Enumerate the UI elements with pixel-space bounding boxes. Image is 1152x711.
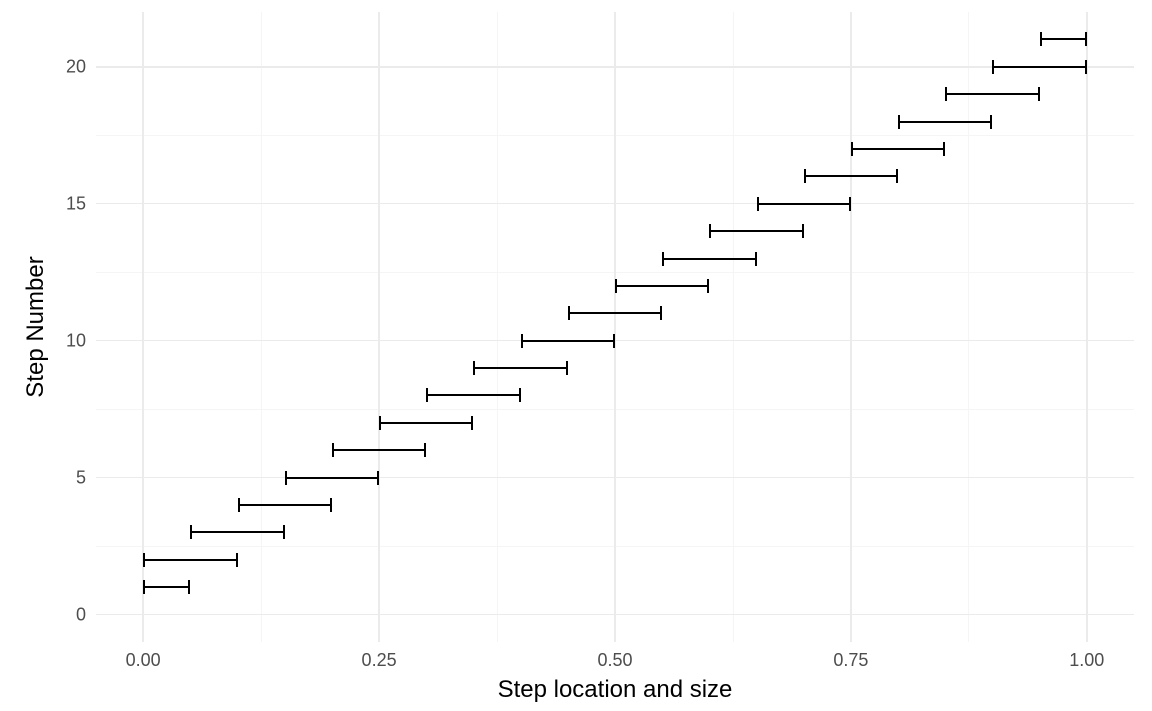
errorbar bbox=[945, 87, 1039, 101]
gridline-minor-vertical bbox=[261, 12, 262, 642]
gridline-major-vertical bbox=[1086, 12, 1088, 642]
errorbar bbox=[898, 115, 992, 129]
y-tick-label: 5 bbox=[76, 467, 86, 488]
gridline-minor-vertical bbox=[497, 12, 498, 642]
y-axis-title: Step Number bbox=[22, 256, 50, 397]
gridline-major-horizontal bbox=[96, 614, 1134, 616]
x-tick-label: 0.25 bbox=[362, 650, 397, 671]
gridline-major-vertical bbox=[850, 12, 852, 642]
errorbar bbox=[851, 142, 945, 156]
gridline-major-horizontal bbox=[96, 66, 1134, 68]
errorbar bbox=[709, 224, 803, 238]
x-tick-label: 0.75 bbox=[833, 650, 868, 671]
y-tick-label: 0 bbox=[76, 604, 86, 625]
chart-container: Step location and size Step Number 0.00 0… bbox=[0, 0, 1152, 711]
errorbar bbox=[473, 361, 567, 375]
errorbar bbox=[379, 416, 473, 430]
gridline-major-vertical bbox=[142, 12, 144, 642]
plot-panel bbox=[96, 12, 1134, 642]
errorbar bbox=[143, 553, 237, 567]
y-tick-label: 15 bbox=[66, 193, 86, 214]
errorbar bbox=[143, 580, 190, 594]
x-tick-label: 1.00 bbox=[1069, 650, 1104, 671]
y-tick-label: 20 bbox=[66, 56, 86, 77]
errorbar bbox=[238, 498, 332, 512]
gridline-major-horizontal bbox=[96, 203, 1134, 205]
gridline-minor-vertical bbox=[733, 12, 734, 642]
errorbar bbox=[615, 279, 709, 293]
errorbar bbox=[190, 525, 284, 539]
errorbar bbox=[662, 252, 756, 266]
errorbar bbox=[426, 388, 520, 402]
y-tick-label: 10 bbox=[66, 330, 86, 351]
errorbar bbox=[1040, 32, 1087, 46]
gridline-major-vertical bbox=[614, 12, 616, 642]
x-tick-label: 0.50 bbox=[597, 650, 632, 671]
gridline-minor-vertical bbox=[968, 12, 969, 642]
gridline-major-horizontal bbox=[96, 340, 1134, 342]
x-axis-title: Step location and size bbox=[498, 676, 733, 704]
gridline-major-horizontal bbox=[96, 477, 1134, 479]
gridline-major-vertical bbox=[378, 12, 380, 642]
x-tick-label: 0.00 bbox=[126, 650, 161, 671]
